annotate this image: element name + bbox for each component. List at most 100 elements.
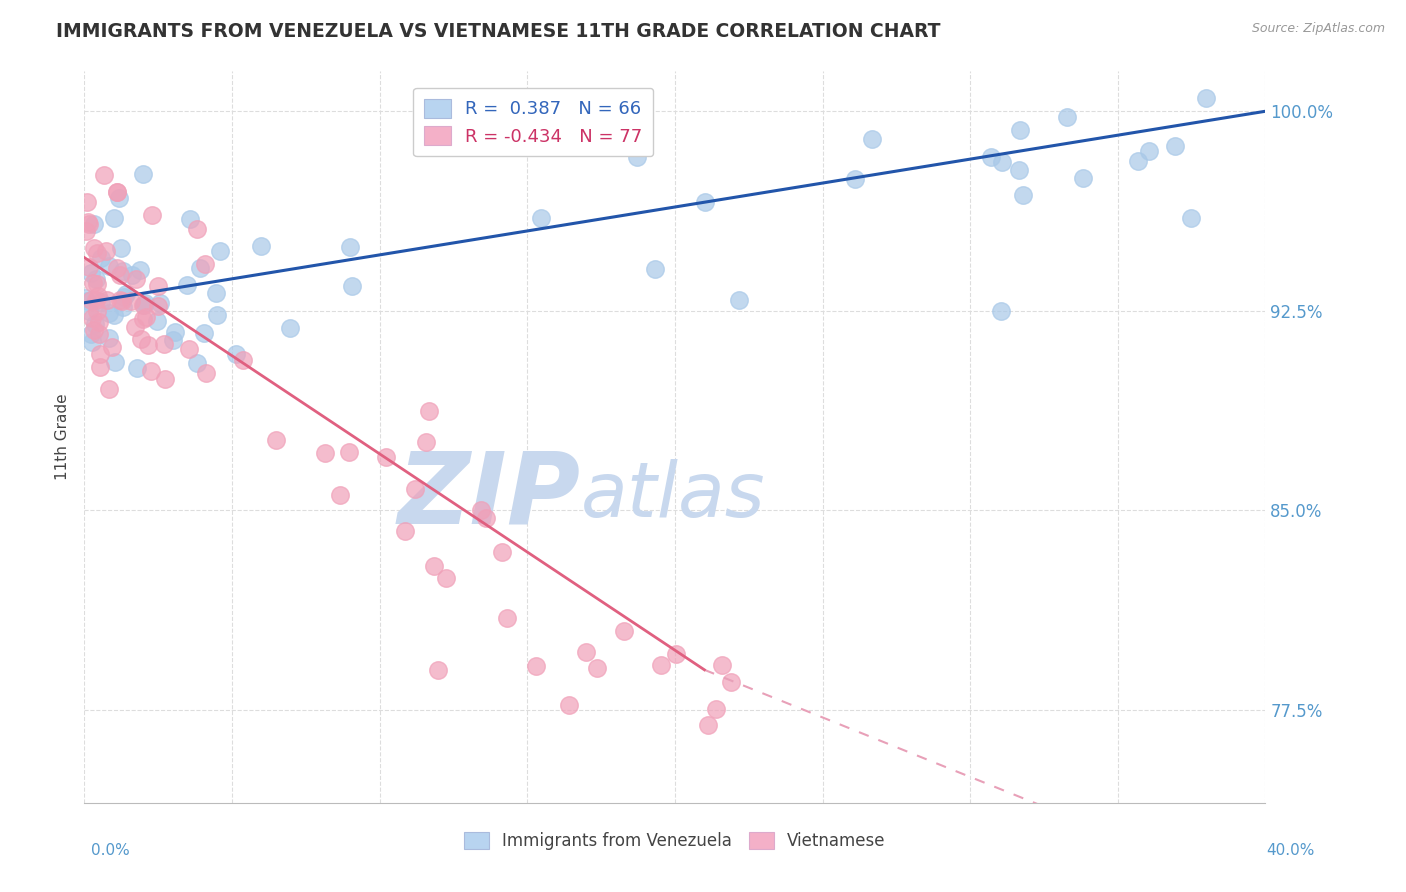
Point — [105, 186, 128, 200]
Point — [337, 445, 360, 459]
Point — [103, 308, 125, 322]
Point — [97, 382, 120, 396]
Point — [496, 611, 519, 625]
Point — [114, 286, 136, 301]
Point — [141, 208, 163, 222]
Point — [728, 293, 751, 307]
Point — [704, 701, 727, 715]
Legend: Immigrants from Venezuela, Vietnamese: Immigrants from Venezuela, Vietnamese — [457, 825, 893, 856]
Point — [75, 224, 97, 238]
Y-axis label: 11th Grade: 11th Grade — [55, 393, 70, 481]
Point — [418, 404, 440, 418]
Point — [404, 483, 426, 497]
Point — [650, 657, 672, 672]
Point — [73, 292, 96, 306]
Point — [250, 239, 273, 253]
Point — [86, 277, 108, 291]
Point — [860, 132, 883, 146]
Point — [90, 251, 112, 265]
Point — [225, 346, 247, 360]
Point — [77, 215, 100, 229]
Point — [1056, 110, 1078, 124]
Point — [96, 293, 118, 307]
Point — [697, 718, 720, 732]
Point — [84, 272, 107, 286]
Point — [1012, 187, 1035, 202]
Point — [162, 333, 184, 347]
Point — [278, 320, 301, 334]
Point — [111, 293, 134, 308]
Point — [80, 293, 103, 307]
Point — [80, 326, 103, 341]
Point — [613, 624, 636, 638]
Text: ZIP: ZIP — [398, 447, 581, 544]
Point — [165, 326, 187, 340]
Point — [82, 277, 104, 291]
Point — [374, 450, 396, 464]
Point — [1195, 91, 1218, 105]
Point — [153, 337, 176, 351]
Point — [434, 571, 457, 585]
Point — [626, 150, 648, 164]
Point — [720, 674, 742, 689]
Point — [575, 645, 598, 659]
Point — [134, 295, 156, 310]
Point — [475, 510, 498, 524]
Point — [77, 260, 100, 275]
Point — [149, 295, 172, 310]
Point — [205, 285, 228, 300]
Point — [1008, 163, 1031, 178]
Point — [415, 434, 437, 449]
Point — [84, 293, 107, 308]
Point — [136, 338, 159, 352]
Point — [423, 558, 446, 573]
Point — [110, 241, 132, 255]
Point — [426, 663, 449, 677]
Point — [153, 372, 176, 386]
Point — [1126, 153, 1149, 168]
Point — [146, 314, 169, 328]
Text: 0.0%: 0.0% — [91, 843, 131, 858]
Point — [89, 347, 111, 361]
Point — [146, 299, 169, 313]
Point — [79, 304, 101, 318]
Point — [79, 218, 101, 232]
Point — [89, 294, 111, 309]
Text: Source: ZipAtlas.com: Source: ZipAtlas.com — [1251, 22, 1385, 36]
Point — [128, 263, 150, 277]
Point — [264, 433, 287, 447]
Point — [470, 503, 492, 517]
Point — [844, 171, 866, 186]
Point — [990, 155, 1012, 169]
Point — [79, 266, 101, 280]
Point — [107, 185, 129, 199]
Point — [1073, 170, 1095, 185]
Point — [665, 647, 688, 661]
Point — [710, 658, 733, 673]
Text: atlas: atlas — [581, 458, 765, 533]
Point — [89, 314, 111, 328]
Point — [314, 446, 336, 460]
Point — [108, 293, 131, 308]
Point — [93, 168, 115, 182]
Point — [328, 488, 350, 502]
Point — [94, 244, 117, 258]
Point — [132, 167, 155, 181]
Point — [586, 661, 609, 675]
Point — [394, 524, 416, 539]
Point — [89, 326, 111, 341]
Point — [530, 211, 553, 226]
Point — [491, 545, 513, 559]
Point — [132, 298, 155, 312]
Point — [193, 326, 215, 340]
Point — [89, 360, 111, 375]
Point — [524, 659, 547, 673]
Point — [98, 331, 121, 345]
Point — [177, 342, 200, 356]
Point — [120, 293, 142, 308]
Point — [108, 191, 131, 205]
Point — [76, 195, 98, 210]
Point — [132, 298, 155, 312]
Point — [990, 303, 1012, 318]
Point — [980, 150, 1002, 164]
